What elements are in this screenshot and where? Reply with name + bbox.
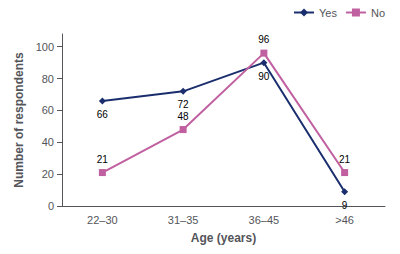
svg-text:No: No	[371, 7, 385, 19]
svg-text:Age (years): Age (years)	[191, 231, 256, 245]
svg-text:0: 0	[48, 200, 54, 212]
svg-text:66: 66	[97, 109, 109, 120]
svg-text:21: 21	[97, 154, 109, 165]
svg-text:90: 90	[258, 71, 270, 82]
svg-text:100: 100	[36, 41, 54, 53]
svg-text:48: 48	[178, 111, 190, 122]
svg-text:31–35: 31–35	[168, 214, 199, 226]
svg-text:21: 21	[339, 154, 351, 165]
svg-text:40: 40	[42, 136, 54, 148]
svg-text:72: 72	[178, 99, 190, 110]
svg-text:96: 96	[258, 34, 270, 45]
svg-text:Yes: Yes	[319, 7, 337, 19]
svg-text:80: 80	[42, 73, 54, 85]
svg-text:22–30: 22–30	[87, 214, 118, 226]
svg-text:60: 60	[42, 104, 54, 116]
svg-text:20: 20	[42, 168, 54, 180]
svg-text:9: 9	[342, 200, 348, 211]
svg-text:>46: >46	[335, 214, 354, 226]
svg-text:Number of respondents: Number of respondents	[12, 52, 26, 188]
svg-text:36–45: 36–45	[249, 214, 280, 226]
